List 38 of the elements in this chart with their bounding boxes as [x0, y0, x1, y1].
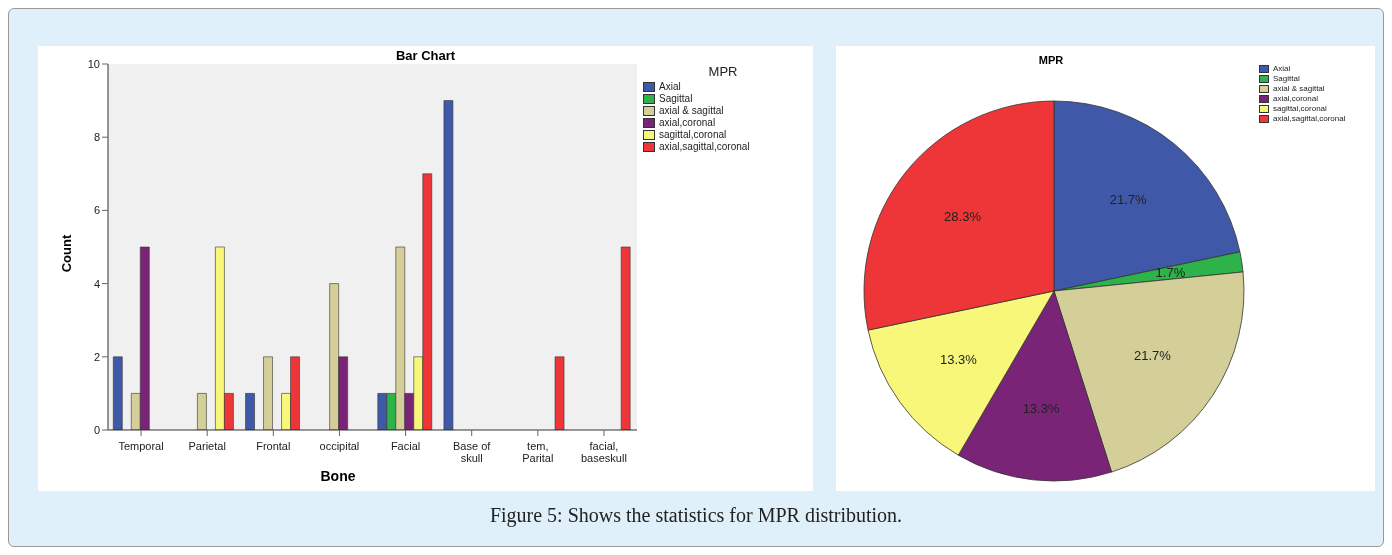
legend-label: axial & sagittal	[1273, 84, 1325, 94]
y-tick-label: 10	[87, 57, 100, 70]
y-tick-label: 8	[93, 131, 100, 144]
legend-label: axial,coronal	[1273, 94, 1318, 104]
data-label: 13.3%	[940, 352, 978, 368]
y-tick-label: 2	[93, 350, 100, 363]
legend-label: Axial	[659, 81, 681, 93]
legend-label: Sagittal	[1273, 74, 1300, 84]
legend-title: MPR	[707, 64, 739, 79]
caption: Figure 5: Shows the statistics for MPR distribution.	[488, 504, 904, 527]
data-label: 1.7%	[1155, 265, 1186, 281]
x-tick-label: Base of skull	[453, 440, 492, 464]
x-tick-label: tem, Parital	[522, 440, 554, 464]
x-tick-label: Parietal	[188, 440, 226, 452]
x-tick-label: Facial	[390, 440, 421, 452]
chart-title: Bar Chart	[395, 48, 456, 63]
x-tick-label: facial, baseskull	[581, 440, 627, 464]
y-tick-label: 6	[93, 204, 100, 217]
legend-label: axial,sagittal,coronal	[1273, 114, 1346, 124]
data-label: 28.3%	[944, 209, 982, 225]
data-label: 21.7%	[1109, 192, 1148, 208]
legend-label: sagittal,coronal	[1273, 104, 1327, 114]
x-tick-label: occipital	[319, 440, 360, 452]
x-axis-title: Bone	[319, 468, 357, 484]
legend-label: axial,coronal	[659, 117, 716, 129]
x-tick-label: Frontal	[256, 440, 291, 452]
y-axis-title: Count	[59, 234, 75, 273]
x-tick-label: Temporal	[118, 440, 164, 452]
legend-label: axial,sagittal,coronal	[659, 141, 750, 153]
chart-title: MPR	[1037, 54, 1065, 66]
legend-label: sagittal,coronal	[659, 129, 727, 141]
legend-label: Axial	[1273, 64, 1291, 74]
legend-label: Sagittal	[659, 93, 693, 105]
data-label: 21.7%	[1134, 348, 1172, 364]
y-tick-label: 0	[93, 423, 100, 436]
data-label: 13.3%	[1022, 400, 1060, 416]
legend-label: axial & sagittal	[659, 105, 724, 117]
y-tick-label: 4	[93, 277, 100, 290]
